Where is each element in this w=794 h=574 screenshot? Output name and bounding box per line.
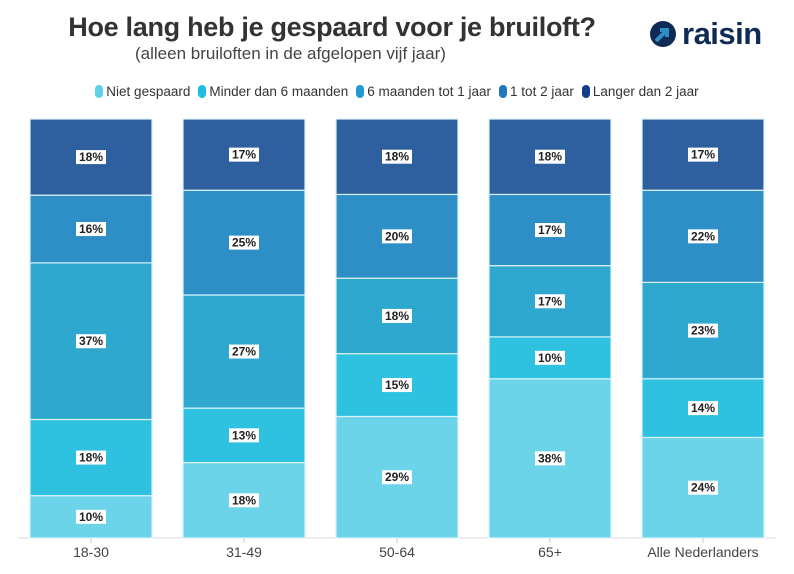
data-label-bg xyxy=(535,149,565,164)
x-tick-label: 31-49 xyxy=(226,544,262,560)
data-label-bg xyxy=(229,344,259,359)
legend-item: 1 tot 2 jaar xyxy=(499,84,574,99)
data-label-bg xyxy=(382,308,412,323)
legend-item: Niet gespaard xyxy=(95,84,190,99)
data-label-bg xyxy=(76,150,106,165)
data-label-bg xyxy=(382,229,412,244)
data-label: 25% xyxy=(232,236,256,250)
legend-swatch xyxy=(499,85,508,98)
data-label: 22% xyxy=(691,229,715,243)
data-label: 15% xyxy=(385,378,409,392)
data-label-bg xyxy=(688,147,718,162)
x-tick-label: Alle Nederlanders xyxy=(647,544,758,560)
x-tick-label: 65+ xyxy=(538,544,562,560)
legend-swatch xyxy=(356,85,365,98)
data-label-bg xyxy=(535,350,565,365)
legend-item: Langer dan 2 jaar xyxy=(581,84,699,99)
data-label: 10% xyxy=(79,510,103,524)
data-label: 23% xyxy=(691,324,715,338)
data-label-bg xyxy=(535,223,565,238)
legend-label: Langer dan 2 jaar xyxy=(592,84,699,99)
chart-title: Hoe lang heb je gespaard voor je bruilof… xyxy=(68,12,596,42)
data-label: 20% xyxy=(385,229,409,243)
data-label-bg xyxy=(229,493,259,508)
data-label: 18% xyxy=(385,150,409,164)
data-label-bg xyxy=(382,149,412,164)
data-label-bg xyxy=(76,334,106,349)
legend-swatch xyxy=(581,85,590,98)
bar-segment xyxy=(488,265,612,338)
x-tick-label: 50-64 xyxy=(379,544,415,560)
data-label: 29% xyxy=(385,470,409,484)
data-label: 38% xyxy=(538,451,562,465)
data-label: 17% xyxy=(232,148,256,162)
data-label: 17% xyxy=(538,294,562,308)
data-label: 16% xyxy=(79,222,103,236)
raisin-logo-icon xyxy=(650,21,676,47)
data-label: 17% xyxy=(691,148,715,162)
data-label: 13% xyxy=(232,428,256,442)
data-label: 10% xyxy=(538,351,562,365)
data-label: 17% xyxy=(538,223,562,237)
data-label: 27% xyxy=(232,345,256,359)
data-label-bg xyxy=(688,401,718,416)
legend-label: 1 tot 2 jaar xyxy=(510,84,574,99)
legend-swatch xyxy=(198,85,207,98)
legend-label: Niet gespaard xyxy=(106,84,191,99)
data-label-bg xyxy=(76,450,106,465)
data-label-bg xyxy=(688,480,718,495)
raisin-logo-text: raisin xyxy=(682,16,762,51)
legend-item: 6 maanden tot 1 jaar xyxy=(356,84,491,99)
legend-label: 6 maanden tot 1 jaar xyxy=(367,84,492,99)
legend-swatch xyxy=(95,85,104,98)
data-label: 18% xyxy=(79,150,103,164)
legend-label: Minder dan 6 maanden xyxy=(209,84,349,99)
bar-segment xyxy=(641,118,765,191)
data-label: 18% xyxy=(79,451,103,465)
data-label-bg xyxy=(229,235,259,250)
legend-item: Minder dan 6 maanden xyxy=(198,84,348,99)
data-label-bg xyxy=(76,222,106,237)
data-label-bg xyxy=(76,509,106,524)
x-tick-label: 18-30 xyxy=(73,544,109,560)
legend: Niet gespaard Minder dan 6 maanden 6 maand… xyxy=(0,84,794,99)
data-label-bg xyxy=(688,229,718,244)
data-label: 18% xyxy=(232,493,256,507)
raisin-logo: raisin xyxy=(648,16,762,52)
chart-subtitle: (alleen bruiloften in de afgelopen vijf … xyxy=(135,44,446,63)
data-label-bg xyxy=(382,470,412,485)
data-label: 24% xyxy=(691,481,715,495)
data-label-bg xyxy=(688,323,718,338)
data-label-bg xyxy=(535,294,565,309)
data-label-bg xyxy=(229,147,259,162)
data-label-bg xyxy=(382,378,412,393)
data-label-bg xyxy=(229,428,259,443)
data-label: 14% xyxy=(691,401,715,415)
data-label: 18% xyxy=(538,150,562,164)
data-label: 37% xyxy=(79,334,103,348)
data-label-bg xyxy=(535,451,565,466)
data-label: 18% xyxy=(385,309,409,323)
